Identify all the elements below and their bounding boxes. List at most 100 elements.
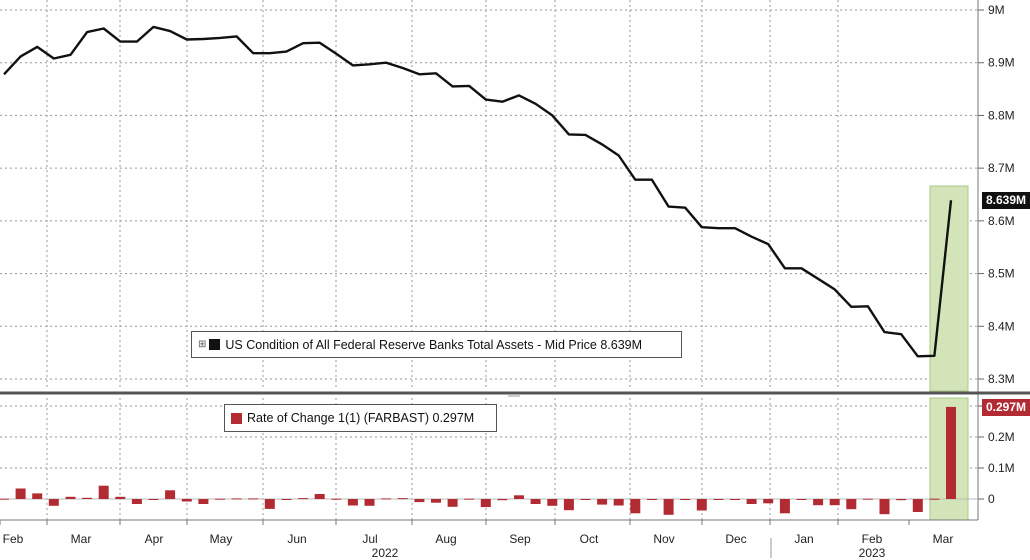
bar xyxy=(298,498,309,500)
bar xyxy=(746,499,757,504)
x-tick-label: Feb xyxy=(862,532,883,546)
bar xyxy=(547,499,558,506)
x-tick-label: May xyxy=(210,532,233,546)
bar xyxy=(464,498,475,500)
bar xyxy=(397,498,408,500)
x-tick-label: Jun xyxy=(287,532,306,546)
gridlines xyxy=(0,0,978,520)
x-tick-label: Apr xyxy=(145,532,164,546)
bar xyxy=(813,499,824,506)
bar xyxy=(613,499,624,506)
bar xyxy=(929,498,940,500)
legend-swatch-black xyxy=(209,339,221,350)
bar xyxy=(730,499,740,500)
x-tick-label: Oct xyxy=(580,532,599,546)
bar xyxy=(331,498,342,500)
bar xyxy=(15,488,26,499)
y-tick-label: 0.1M xyxy=(988,461,1015,475)
y-axis-top: 9M 8.9M 8.8M 8.7M 8.6M 8.5M 8.4M 8.3M xyxy=(978,3,1015,386)
bar xyxy=(281,499,292,500)
x-tick-label: Jan xyxy=(794,532,813,546)
bar xyxy=(314,494,325,499)
bar xyxy=(264,499,275,509)
bar xyxy=(696,499,707,511)
bar xyxy=(198,499,209,504)
y-tick-label: 8.5M xyxy=(988,267,1015,281)
bar xyxy=(563,499,574,511)
last-value-badge-top: 8.639M xyxy=(982,192,1030,209)
y-tick-label: 8.9M xyxy=(988,56,1015,70)
bar xyxy=(65,496,76,499)
bar xyxy=(497,499,508,501)
bar xyxy=(597,499,608,505)
bar xyxy=(82,497,93,499)
bar xyxy=(181,499,192,502)
bar xyxy=(646,499,657,500)
bar xyxy=(364,499,375,506)
bar xyxy=(414,499,425,503)
x-year-label: 2022 xyxy=(372,546,399,560)
bar xyxy=(115,496,126,499)
bar xyxy=(779,499,790,514)
x-tick-label: Feb xyxy=(3,532,24,546)
bar xyxy=(713,499,724,500)
bar xyxy=(32,493,43,499)
last-value-badge-bottom: 0.297M xyxy=(982,399,1030,416)
bar xyxy=(630,499,641,514)
x-year-label: 2023 xyxy=(859,546,886,560)
x-tick-label: Dec xyxy=(725,532,746,546)
bar xyxy=(580,499,591,500)
x-tick-label: Jul xyxy=(362,532,377,546)
bar xyxy=(763,499,774,504)
bar-series xyxy=(0,406,956,515)
bar xyxy=(98,485,109,499)
bar xyxy=(946,406,956,499)
legend-top[interactable]: ⊞ US Condition of All Federal Reserve Ba… xyxy=(191,331,682,358)
bar xyxy=(48,499,59,506)
bar xyxy=(514,495,524,499)
bar xyxy=(447,499,458,507)
bar xyxy=(347,499,358,506)
x-tick-label: Nov xyxy=(653,532,674,546)
bar xyxy=(215,498,225,500)
legend-toggle-icon[interactable]: ⊞ xyxy=(198,339,207,350)
bar xyxy=(530,499,541,504)
assets-line xyxy=(3,25,953,358)
bar xyxy=(796,499,807,500)
legend-bottom[interactable]: Rate of Change 1(1) (FARBAST) 0.297M xyxy=(224,404,497,432)
bar xyxy=(879,499,890,515)
bar xyxy=(829,499,840,506)
bar xyxy=(862,498,873,500)
bar xyxy=(680,499,691,500)
x-axis: Feb Mar Apr May Jun Jul Aug Sep Oct Nov Dec Jan Feb M… xyxy=(0,520,953,560)
bar xyxy=(846,499,857,510)
bar xyxy=(148,499,159,500)
bar xyxy=(231,498,242,500)
x-tick-label: Sep xyxy=(509,532,531,546)
bar xyxy=(896,499,907,501)
bar xyxy=(131,499,142,504)
y-tick-label: 8.6M xyxy=(988,214,1015,228)
legend-bottom-text: Rate of Change 1(1) (FARBAST) 0.297M xyxy=(247,411,475,425)
bar xyxy=(912,499,923,512)
bar xyxy=(431,499,441,503)
bar xyxy=(480,499,491,508)
bar xyxy=(0,498,9,500)
y-tick-label: 8.7M xyxy=(988,161,1015,175)
y-tick-label: 8.3M xyxy=(988,372,1015,386)
legend-swatch-red xyxy=(231,412,242,424)
bar xyxy=(165,490,176,499)
y-tick-label: 8.4M xyxy=(988,319,1015,333)
bar xyxy=(663,499,674,515)
y-tick-label: 9M xyxy=(988,3,1005,17)
bar xyxy=(248,498,259,500)
y-tick-label: 0 xyxy=(988,492,995,506)
y-tick-label: 8.8M xyxy=(988,108,1015,122)
legend-top-text: US Condition of All Federal Reserve Bank… xyxy=(225,337,643,352)
x-tick-label: Mar xyxy=(71,532,92,546)
y-tick-label: 0.2M xyxy=(988,430,1015,444)
x-tick-label: Aug xyxy=(435,532,456,546)
bar xyxy=(381,498,392,500)
x-tick-label: Mar xyxy=(933,532,954,546)
